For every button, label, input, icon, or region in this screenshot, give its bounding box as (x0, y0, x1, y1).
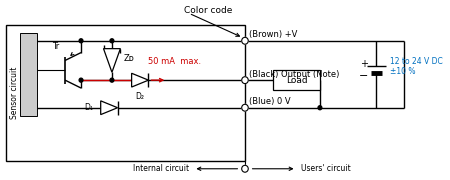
Text: 50 mA  max.: 50 mA max. (148, 57, 201, 66)
Text: Internal circuit: Internal circuit (133, 164, 189, 173)
Text: Sensor circuit: Sensor circuit (10, 67, 19, 119)
Circle shape (242, 77, 248, 84)
Circle shape (110, 78, 114, 82)
Text: Users' circuit: Users' circuit (301, 164, 351, 173)
FancyBboxPatch shape (20, 33, 37, 116)
FancyBboxPatch shape (273, 70, 320, 90)
Polygon shape (104, 49, 120, 72)
Polygon shape (131, 73, 149, 87)
Polygon shape (101, 101, 117, 115)
Text: 12 to 24 V DC
±10 %: 12 to 24 V DC ±10 % (390, 57, 443, 76)
Text: Color code: Color code (184, 6, 233, 15)
Text: (Brown) +V: (Brown) +V (249, 30, 297, 39)
Circle shape (79, 78, 83, 82)
Text: (Blue) 0 V: (Blue) 0 V (249, 97, 290, 106)
Text: D₁: D₁ (84, 103, 93, 112)
Circle shape (242, 165, 248, 172)
Text: Load: Load (286, 76, 307, 85)
Circle shape (318, 106, 322, 110)
Circle shape (242, 104, 248, 111)
Circle shape (110, 39, 114, 43)
Text: D₂: D₂ (135, 92, 144, 101)
Circle shape (242, 37, 248, 44)
Text: Zᴅ: Zᴅ (123, 54, 134, 63)
Text: −: − (359, 71, 369, 81)
Text: Tr: Tr (52, 42, 59, 51)
Text: (Black) Output (Note): (Black) Output (Note) (249, 70, 339, 79)
Text: +: + (360, 59, 368, 69)
Circle shape (79, 39, 83, 43)
FancyBboxPatch shape (6, 25, 245, 161)
